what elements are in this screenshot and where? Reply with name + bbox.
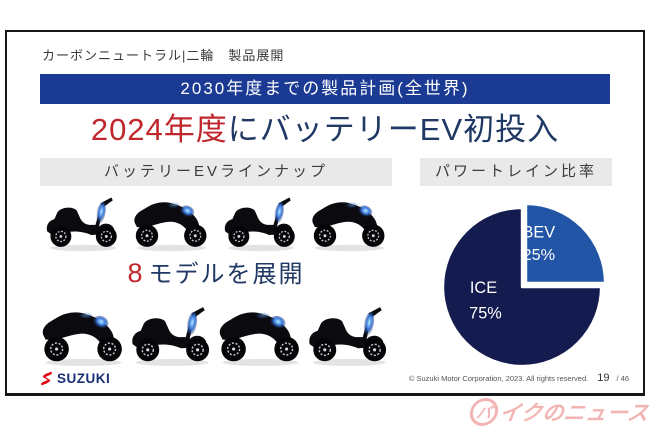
pie-slice-bev — [524, 202, 607, 285]
motorcycle-scooter-silhouette — [128, 298, 215, 370]
lineup-section-header: バッテリーEVラインナップ — [40, 158, 392, 186]
presentation-slide: カーボンニュートラル|二輪 製品展開 2030年度までの製品計画(全世界) 20… — [5, 30, 645, 396]
motorcycle-sportbike-silhouette — [217, 298, 304, 370]
pie-label-ice: ICE — [470, 279, 497, 297]
page-number: 19 — [597, 372, 610, 384]
suzuki-logo: SUZUKI — [40, 371, 110, 386]
motorcycle-sportbike-silhouette — [129, 191, 214, 253]
suzuki-wordmark: SUZUKI — [57, 371, 111, 386]
watermark-text: イクのニュース — [498, 402, 650, 425]
slide-banner: 2030年度までの製品計画(全世界) — [40, 74, 610, 104]
motorcycle-row-bottom — [40, 294, 392, 370]
bike-news-watermark-logo: バ イクのニュース — [468, 397, 650, 427]
pie-value-bev: 25% — [523, 246, 556, 264]
models-count-line: 8 モデルを展開 — [40, 254, 392, 289]
powertrain-pie-chart: BEV 25% ICE 75% — [437, 194, 615, 372]
motorcycle-sportbike-silhouette — [307, 191, 392, 253]
motorcycle-row-top — [40, 189, 392, 253]
models-count-label: モデルを展開 — [148, 261, 305, 288]
watermark-circle-badge: バ — [468, 398, 500, 426]
motorcycle-sportbike-silhouette — [40, 298, 127, 370]
motorcycle-scooter-silhouette — [305, 298, 392, 370]
suzuki-s-icon — [41, 371, 52, 386]
slide-kicker: カーボンニュートラル|二輪 製品展開 — [42, 48, 285, 63]
models-count-number: 8 — [127, 258, 145, 288]
powertrain-section-header: パワートレイン比率 — [420, 158, 612, 186]
slide-title: 2024年度にバッテリーEV初投入 — [7, 104, 643, 149]
slide-title-rest: にバッテリーEV初投入 — [227, 112, 560, 147]
motorcycle-scooter-silhouette — [218, 191, 303, 253]
copyright-line: © Suzuki Motor Corporation, 2023. All ri… — [409, 372, 629, 384]
pie-slice-ice — [441, 206, 603, 368]
motorcycle-scooter-silhouette — [40, 191, 125, 253]
slide-title-year: 2024年度 — [90, 112, 228, 147]
pie-value-ice: 75% — [469, 305, 502, 323]
page-total: / 46 — [616, 374, 629, 383]
pie-label-bev: BEV — [523, 224, 556, 242]
copyright-text: © Suzuki Motor Corporation, 2023. All ri… — [408, 374, 589, 383]
